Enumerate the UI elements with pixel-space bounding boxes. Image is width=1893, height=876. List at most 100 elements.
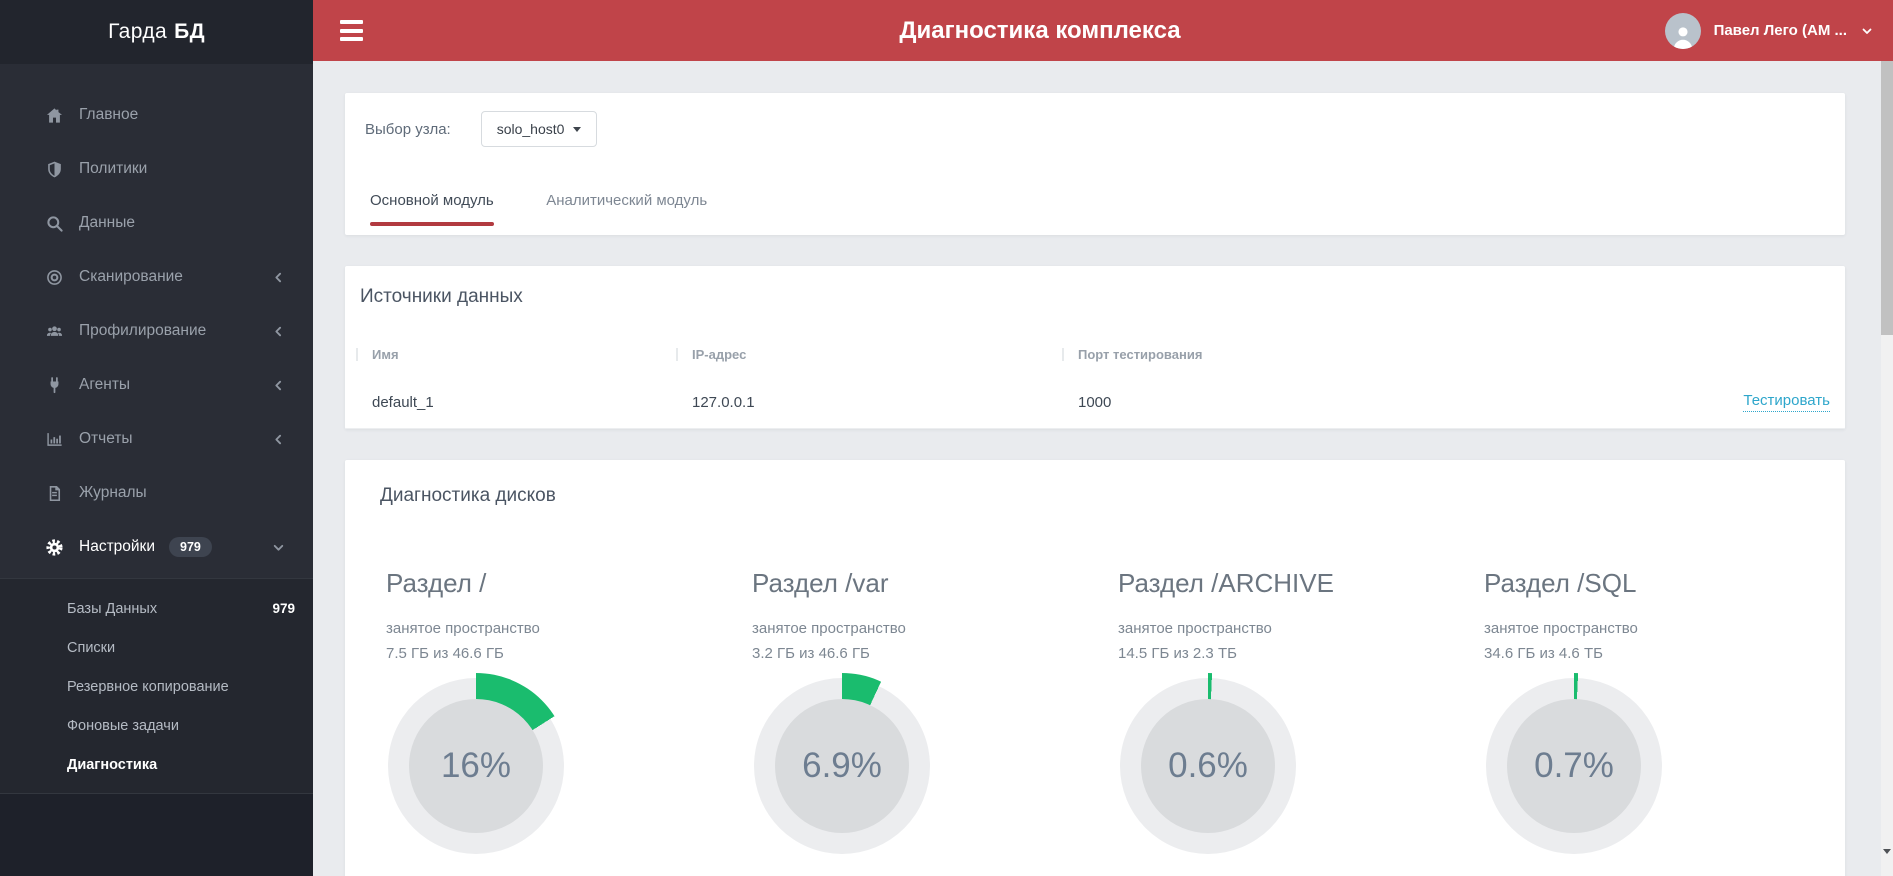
sidebar-item-reports[interactable]: Отчеты [0,412,313,466]
disk-title: Раздел / [386,568,487,598]
disk-usage-value: 14.5 ГБ из 2.3 ТБ [1118,645,1237,662]
sidebar-item-label: Данные [79,214,135,231]
column-header-ip: IP-адрес [676,347,1078,362]
sidebar-item-settings[interactable]: Настройки 979 [0,520,313,574]
disk-panel-archive: Раздел /ARCHIVE занятое пространство 14.… [1097,568,1463,859]
column-header-name: Имя [356,347,692,362]
caret-down-icon [573,127,582,136]
disk-usage-caption: занятое пространство [752,620,906,637]
sidebar-nav: Главное Политики Данные Сканирование Про… [0,64,313,578]
brand-name-bold: БД [174,20,205,43]
sidebar-item-scanning[interactable]: Сканирование [0,250,313,304]
scroll-down-arrow[interactable] [1883,849,1891,858]
disk-usage-gauge: 0.7% [1481,673,1667,859]
chevron-left-icon [272,433,285,446]
submenu-item-backup[interactable]: Резервное копирование [0,667,313,706]
cell-port: 1000 [1078,393,1112,411]
top-header: Диагностика комплекса Павел Лего (АМ ... [313,0,1893,61]
data-sources-title: Источники данных [360,286,523,307]
node-select-value: solo_host0 [496,121,565,137]
chevron-left-icon [272,325,285,338]
gauge-percent: 6.9% [775,699,909,833]
chevron-down-icon [272,541,285,554]
sidebar: Гарда БД Главное Политики Данные Сканиро… [0,0,313,876]
disk-usage-caption: занятое пространство [386,620,540,637]
table-header-row: Имя IP-адрес Порт тестирования [345,347,1845,362]
disk-usage-caption: занятое пространство [1118,620,1272,637]
sidebar-item-profiling[interactable]: Профилирование [0,304,313,358]
sidebar-item-policies[interactable]: Политики [0,142,313,196]
shield-icon [44,159,64,179]
chevron-left-icon [272,379,285,392]
sidebar-item-main[interactable]: Главное [0,88,313,142]
sidebar-item-data[interactable]: Данные [0,196,313,250]
app-logo[interactable]: Гарда БД [0,0,313,64]
disk-panel-sql: Раздел /SQL занятое пространство 34.6 ГБ… [1463,568,1829,859]
user-menu[interactable]: Павел Лего (АМ ... [1664,0,1873,61]
bar-chart-icon [44,429,64,449]
test-link[interactable]: Тестировать [1743,392,1830,412]
cell-ip: 127.0.0.1 [692,393,755,411]
submenu-item-background-tasks[interactable]: Фоновые задачи [0,706,313,745]
sidebar-item-label: Профилирование [79,322,207,339]
submenu-item-label: Резервное копирование [67,678,229,695]
disk-usage-gauge: 16% [383,673,569,859]
disk-panel-var: Раздел /var занятое пространство 3.2 ГБ … [731,568,1097,859]
databases-count: 979 [272,601,295,616]
table-row: default_1 127.0.0.1 1000 Тестировать [345,362,1845,429]
sidebar-item-label: Журналы [79,484,147,501]
submenu-item-diagnostics[interactable]: Диагностика [0,745,313,784]
tab-analytic-module[interactable]: Аналитический модуль [546,192,707,222]
vertical-scrollbar[interactable] [1881,61,1893,876]
users-icon [44,321,64,341]
page-title: Диагностика комплекса [899,16,1181,44]
sidebar-item-label: Агенты [79,376,131,393]
chevron-down-icon [1861,25,1873,37]
scrollbar-thumb[interactable] [1881,61,1893,335]
avatar [1664,12,1701,49]
node-select-dropdown[interactable]: solo_host0 [480,111,598,147]
active-tab-indicator [370,222,494,226]
disk-usage-gauge: 0.6% [1115,673,1301,859]
home-icon [44,105,64,125]
module-tabs: Основной модуль Аналитический модуль [365,192,1825,226]
data-sources-card: Источники данных Имя IP-адрес Порт тести… [345,266,1845,429]
document-icon [44,483,64,503]
target-icon [44,267,64,287]
disk-title: Раздел /var [752,568,889,598]
cell-name: default_1 [372,393,434,411]
column-header-port: Порт тестирования [1062,347,1690,362]
gear-icon [44,537,64,557]
settings-submenu: Базы Данных 979 Списки Резервное копиров… [0,578,313,794]
disk-title: Раздел /SQL [1484,568,1637,598]
sidebar-item-agents[interactable]: Агенты [0,358,313,412]
search-icon [44,213,64,233]
menu-toggle-icon[interactable] [340,20,363,41]
disk-usage-caption: занятое пространство [1484,620,1638,637]
plug-icon [44,375,64,395]
disk-gauges-row: Раздел / занятое пространство 7.5 ГБ из … [365,568,1825,859]
sidebar-item-label: Сканирование [79,268,183,285]
settings-count-badge: 979 [169,536,212,558]
submenu-item-label: Базы Данных [67,600,158,617]
disk-title: Раздел /ARCHIVE [1118,568,1334,598]
brand-name: Гарда [108,20,168,43]
user-name: Павел Лего (АМ ... [1713,22,1847,39]
tab-main-module[interactable]: Основной модуль [370,192,494,226]
submenu-item-label: Списки [67,639,116,656]
submenu-item-lists[interactable]: Списки [0,628,313,667]
tab-label: Аналитический модуль [546,192,708,209]
sidebar-item-label: Политики [79,160,148,177]
disk-usage-value: 34.6 ГБ из 4.6 ТБ [1484,645,1603,662]
tab-label: Основной модуль [370,192,494,209]
node-select-label: Выбор узла: [365,120,451,138]
submenu-item-label: Фоновые задачи [67,717,179,734]
gauge-percent: 0.6% [1141,699,1275,833]
disk-usage-value: 7.5 ГБ из 46.6 ГБ [386,645,504,662]
main-content: Выбор узла: solo_host0 Основной модуль А… [313,61,1881,876]
disk-usage-gauge: 6.9% [749,673,935,859]
disk-diagnostics-title: Диагностика дисков [380,485,556,506]
submenu-item-databases[interactable]: Базы Данных 979 [0,589,313,628]
gauge-percent: 16% [409,699,543,833]
sidebar-item-journals[interactable]: Журналы [0,466,313,520]
